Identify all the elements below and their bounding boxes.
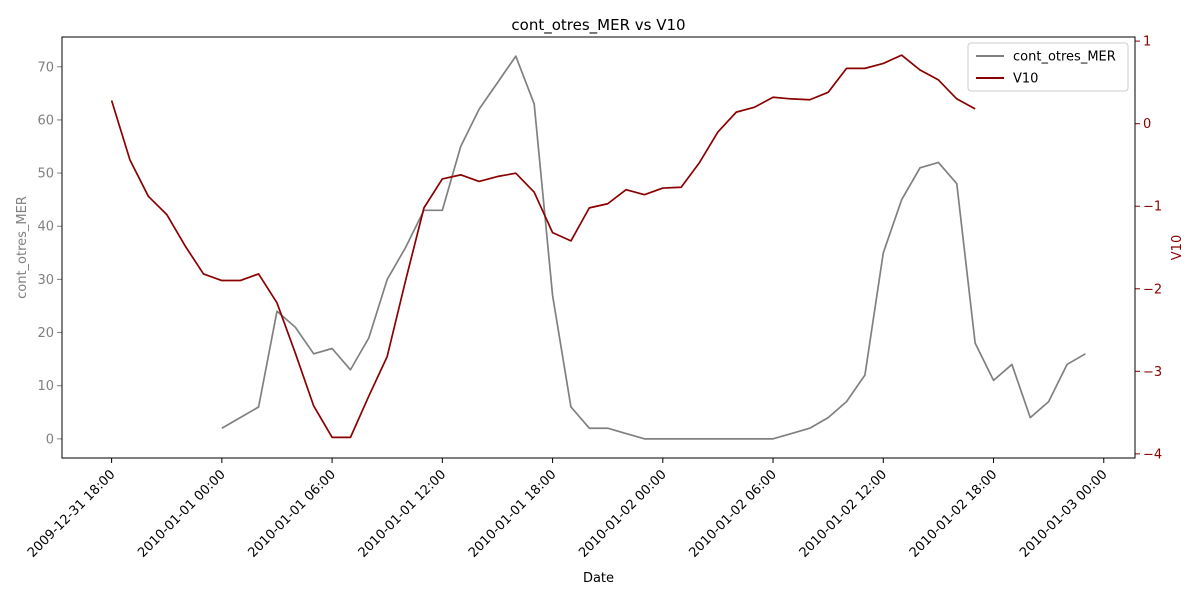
y-left-tick-label: 0 [46, 432, 54, 447]
x-axis-label: Date [583, 571, 614, 586]
x-tick-label: 2010-01-02 18:00 [907, 467, 1000, 560]
plot-area [110, 54, 1086, 440]
chart-title: cont_otres_MER vs V10 [511, 16, 685, 35]
plot-frame [61, 36, 1136, 459]
x-tick-label: 2010-01-01 18:00 [466, 467, 559, 560]
y-left-tick-label: 30 [37, 273, 54, 288]
y-right-tick-label: −2 [1143, 282, 1162, 297]
x-tick-label: 2009-12-31 18:00 [25, 467, 118, 560]
x-tick-label: 2010-01-01 12:00 [356, 467, 449, 560]
x-tick-label: 2010-01-01 00:00 [135, 467, 228, 560]
y-left-tick-label: 60 [37, 113, 54, 128]
legend-label-v10: V10 [1013, 72, 1038, 87]
legend: cont_otres_MER V10 [967, 42, 1129, 92]
y-right-tick-label: −4 [1143, 447, 1162, 462]
y-left-tick-label: 20 [37, 326, 54, 341]
axes: 2009-12-31 18:00 2010-01-01 00:00 2010-01-… [25, 35, 1162, 561]
y-right-tick-label: 1 [1143, 35, 1151, 50]
x-tick-label: 2010-01-02 00:00 [576, 467, 669, 560]
legend-label-cont-otres-mer: cont_otres_MER [1013, 50, 1116, 65]
series-line-cont-otres-mer [221, 55, 1086, 440]
x-tick-label: 2010-01-02 06:00 [686, 467, 779, 560]
y-axis-label-right: V10 [1170, 235, 1185, 260]
y-left-tick-label: 40 [37, 220, 54, 235]
y-left-tick-label: 70 [37, 60, 54, 75]
legend-box [967, 42, 1129, 92]
series-line-v10 [110, 54, 976, 439]
x-tick-label: 2010-01-03 00:00 [1017, 467, 1110, 560]
y-axis-label-left: cont_otres_MER [15, 196, 30, 299]
x-tick-label: 2010-01-01 06:00 [245, 467, 338, 560]
y-right-tick-label: −1 [1143, 200, 1162, 215]
y-left-tick-label: 10 [37, 379, 54, 394]
x-tick-label: 2010-01-02 12:00 [797, 467, 890, 560]
y-right-tick-label: −3 [1143, 365, 1162, 380]
y-left-tick-label: 50 [37, 167, 54, 182]
y-right-tick-label: 0 [1143, 117, 1151, 132]
